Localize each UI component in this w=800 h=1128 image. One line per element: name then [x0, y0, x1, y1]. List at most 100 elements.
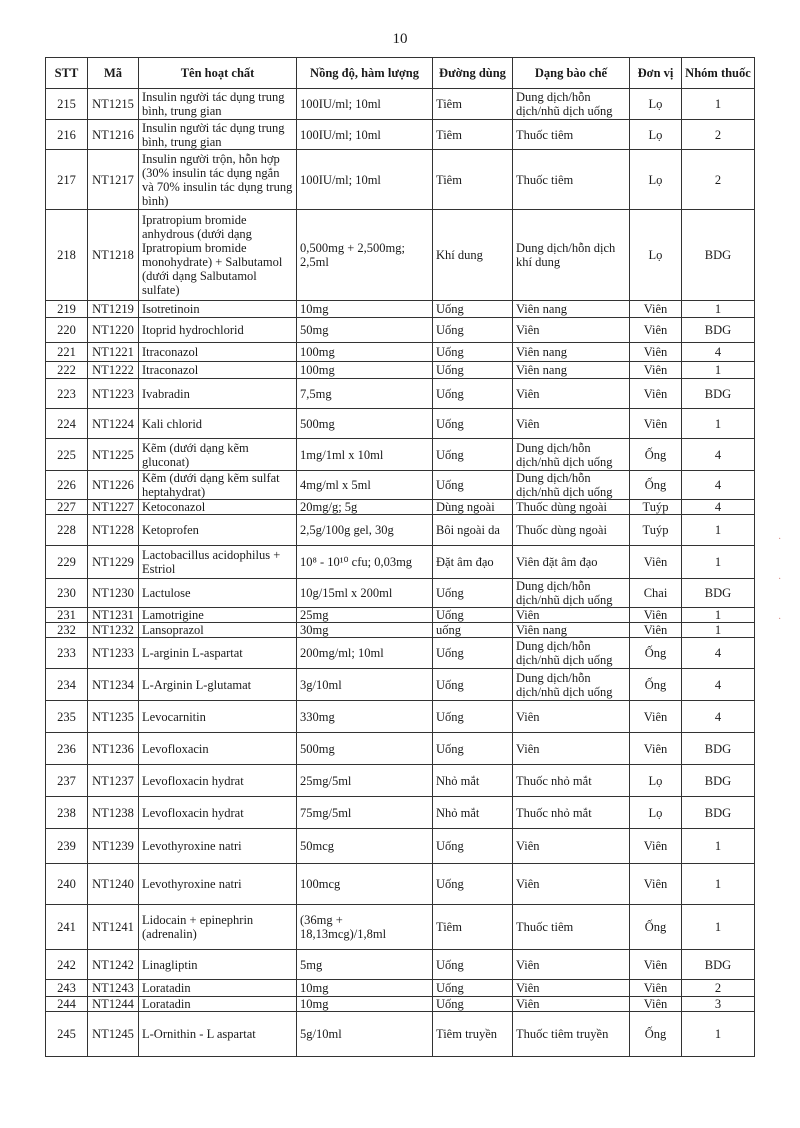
cell-route: Uống — [432, 438, 513, 471]
cell-dosage-form: Dung dịch/hỗn dịch/nhũ dịch uống — [512, 578, 630, 608]
cell-concentration: 100mcg — [296, 863, 433, 905]
cell-drug-group: 1 — [681, 622, 755, 638]
cell-code: NT1228 — [87, 514, 139, 546]
table-row: 231 NT1231 Lamotrigine 25mg Uống Viên Viên 1 — [45, 607, 755, 623]
cell-concentration: 0,500mg + 2,500mg; 2,5ml — [296, 209, 433, 301]
cell-route: Uống — [432, 668, 513, 701]
cell-route: Uống — [432, 700, 513, 733]
cell-stt: 237 — [45, 764, 88, 797]
cell-stt: 225 — [45, 438, 88, 471]
cell-code: NT1226 — [87, 470, 139, 500]
cell-code: NT1238 — [87, 796, 139, 829]
cell-route: Đặt âm đạo — [432, 545, 513, 579]
cell-active-ingredient: L-Arginin L-glutamat — [138, 668, 297, 701]
cell-unit: Ống — [629, 438, 682, 471]
table-row: 238 NT1238 Levofloxacin hydrat 75mg/5ml Nhỏ … — [45, 796, 755, 829]
cell-concentration: (36mg + 18,13mcg)/1,8ml — [296, 904, 433, 950]
table-row: 229 NT1229 Lactobacillus acidophilus + Est… — [45, 545, 755, 579]
cell-stt: 236 — [45, 732, 88, 765]
cell-stt: 239 — [45, 828, 88, 864]
cell-unit: Viên — [629, 378, 682, 409]
cell-stt: 226 — [45, 470, 88, 500]
cell-code: NT1225 — [87, 438, 139, 471]
table-row: 239 NT1239 Levothyroxine natri 50mcg Uống Viê… — [45, 828, 755, 864]
cell-unit: Ống — [629, 668, 682, 701]
table-row: 217 NT1217 Insulin người trộn, hỗn hợp (30… — [45, 149, 755, 210]
cell-unit: Chai — [629, 578, 682, 608]
cell-dosage-form: Dung dịch/hỗn dịch/nhũ dịch uống — [512, 668, 630, 701]
cell-stt: 222 — [45, 361, 88, 379]
cell-concentration: 25mg/5ml — [296, 764, 433, 797]
cell-drug-group: 2 — [681, 149, 755, 210]
table-row: 243 NT1243 Loratadin 10mg Uống Viên Viên 2 — [45, 979, 755, 997]
cell-active-ingredient: Lamotrigine — [138, 607, 297, 623]
cell-concentration: 500mg — [296, 732, 433, 765]
cell-route: Uống — [432, 578, 513, 608]
cell-code: NT1217 — [87, 149, 139, 210]
table-row: 242 NT1242 Linagliptin 5mg Uống Viên Viên BDG — [45, 949, 755, 980]
cell-unit: Viên — [629, 361, 682, 379]
cell-stt: 216 — [45, 119, 88, 150]
cell-stt: 245 — [45, 1011, 88, 1057]
cell-stt: 244 — [45, 996, 88, 1012]
cell-code: NT1240 — [87, 863, 139, 905]
cell-dosage-form: Thuốc nhỏ mắt — [512, 764, 630, 797]
cell-active-ingredient: L-Ornithin - L aspartat — [138, 1011, 297, 1057]
cell-drug-group: 1 — [681, 300, 755, 318]
cell-route: Uống — [432, 732, 513, 765]
cell-drug-group: 4 — [681, 700, 755, 733]
cell-dosage-form: Viên — [512, 408, 630, 439]
cell-drug-group: BDG — [681, 796, 755, 829]
cell-drug-group: BDG — [681, 578, 755, 608]
cell-route: Uống — [432, 317, 513, 343]
cell-unit: Viên — [629, 828, 682, 864]
cell-unit: Ống — [629, 1011, 682, 1057]
cell-dosage-form: Dung dịch/hỗn dịch/nhũ dịch uống — [512, 88, 630, 120]
cell-code: NT1223 — [87, 378, 139, 409]
cell-drug-group: 4 — [681, 668, 755, 701]
cell-route: Uống — [432, 361, 513, 379]
cell-active-ingredient: Isotretinoin — [138, 300, 297, 318]
cell-code: NT1245 — [87, 1011, 139, 1057]
cell-dosage-form: Viên nang — [512, 361, 630, 379]
cell-unit: Viên — [629, 863, 682, 905]
cell-active-ingredient: Levothyroxine natri — [138, 863, 297, 905]
cell-dosage-form: Thuốc tiêm — [512, 119, 630, 150]
cell-concentration: 20mg/g; 5g — [296, 499, 433, 515]
cell-active-ingredient: Lactobacillus acidophilus + Estriol — [138, 545, 297, 579]
table-row: 225 NT1225 Kẽm (dưới dạng kẽm gluconat) 1mg… — [45, 438, 755, 471]
cell-active-ingredient: Levofloxacin — [138, 732, 297, 765]
cell-drug-group: BDG — [681, 732, 755, 765]
table-row: 241 NT1241 Lidocain + epinephrin (adrenali… — [45, 904, 755, 950]
cell-concentration: 25mg — [296, 607, 433, 623]
cell-stt: 238 — [45, 796, 88, 829]
cell-active-ingredient: Kali chlorid — [138, 408, 297, 439]
cell-code: NT1239 — [87, 828, 139, 864]
cell-unit: Lọ — [629, 796, 682, 829]
cell-route: Uống — [432, 996, 513, 1012]
table-row: 237 NT1237 Levofloxacin hydrat 25mg/5ml Nhỏ … — [45, 764, 755, 797]
cell-unit: Lọ — [629, 209, 682, 301]
cell-concentration: 330mg — [296, 700, 433, 733]
cell-unit: Lọ — [629, 149, 682, 210]
cell-drug-group: 1 — [681, 545, 755, 579]
cell-drug-group: 1 — [681, 408, 755, 439]
cell-route: Uống — [432, 863, 513, 905]
cell-code: NT1229 — [87, 545, 139, 579]
cell-active-ingredient: L-arginin L-aspartat — [138, 637, 297, 669]
table-row: 233 NT1233 L-arginin L-aspartat 200mg/ml; 1… — [45, 637, 755, 669]
header-drug-group: Nhóm thuốc — [681, 57, 755, 89]
cell-dosage-form: Viên — [512, 863, 630, 905]
cell-drug-group: 1 — [681, 863, 755, 905]
cell-active-ingredient: Loratadin — [138, 979, 297, 997]
table-row: 221 NT1221 Itraconazol 100mg Uống Viên nang Vi… — [45, 342, 755, 362]
cell-stt: 227 — [45, 499, 88, 515]
table-row: 228 NT1228 Ketoprofen 2,5g/100g gel, 30g Bôi… — [45, 514, 755, 546]
cell-route: Uống — [432, 470, 513, 500]
cell-active-ingredient: Insulin người tác dụng trung bình, trung… — [138, 119, 297, 150]
cell-route: Nhỏ mắt — [432, 796, 513, 829]
cell-concentration: 50mcg — [296, 828, 433, 864]
cell-route: Nhỏ mắt — [432, 764, 513, 797]
cell-concentration: 100IU/ml; 10ml — [296, 149, 433, 210]
cell-active-ingredient: Loratadin — [138, 996, 297, 1012]
